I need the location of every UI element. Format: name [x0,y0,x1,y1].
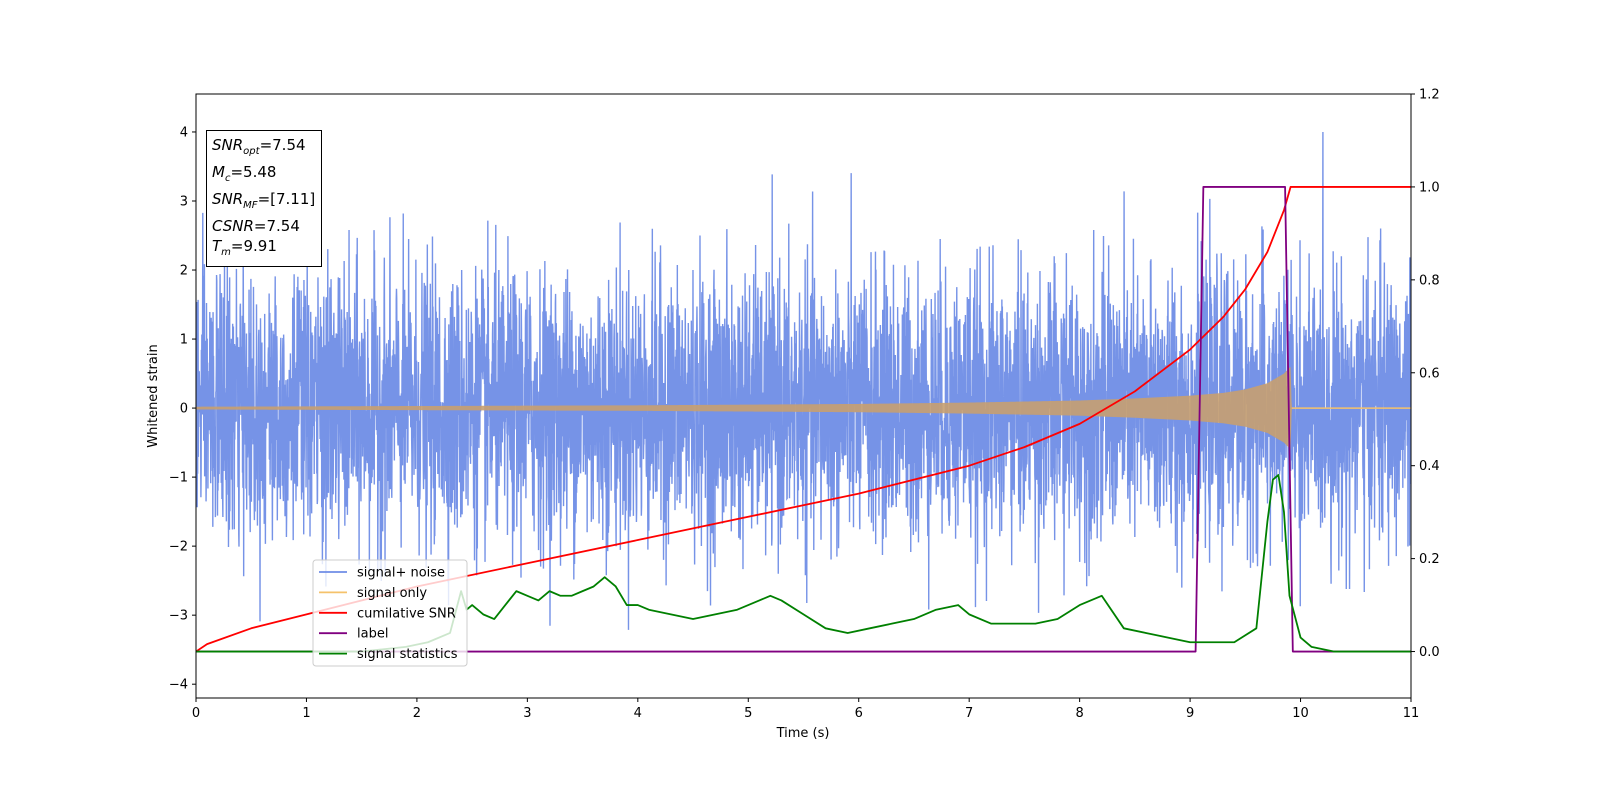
y2-tick: 0.6 [1411,366,1440,381]
annotation-snr-mf: SNRMF=[7.11] [212,190,316,211]
x-tick: 3 [523,698,532,721]
plot-frame [195,93,1412,699]
legend-label: label [357,627,388,642]
x-axis: 0 1 2 3 4 5 6 7 8 9 10 11 [192,698,1419,721]
x-tick-label: 8 [1075,706,1083,721]
annotation-csnr: CSNR=7.54 [212,217,300,235]
y2-tick-label: 1.0 [1419,180,1440,195]
x-tick: 11 [1403,698,1420,721]
x-tick-label: 7 [965,706,973,721]
y2-tick: 0.4 [1411,459,1440,474]
x-tick-label: 4 [634,706,642,721]
legend-entry: signal statistics [319,647,458,662]
legend-entry: cumilative SNR [319,606,456,621]
y-tick-label: −1 [169,471,188,486]
x-tick: 6 [855,698,863,721]
x-tick: 10 [1292,698,1309,721]
y-tick-label: 3 [180,194,188,209]
x-tick-label: 3 [523,706,531,721]
y2-tick: 1.0 [1411,180,1440,195]
x-tick-label: 10 [1292,706,1309,721]
series-label [196,186,1411,653]
x-tick: 1 [302,698,311,721]
x-tick-label: 2 [413,706,421,721]
y-tick-label: 0 [180,402,188,417]
y-tick-label: 2 [180,264,188,279]
x-tick-label: 11 [1403,706,1420,721]
y-tick: 3 [180,194,196,209]
x-tick: 8 [1075,698,1084,721]
annotation-box: SNRopt=7.54 Mc=5.48 SNRMF=[7.11] CSNR=7.… [206,130,323,267]
y-tick: −3 [169,609,196,624]
annotation-mc: Mc=5.48 [212,163,277,184]
y-axis-label: Whitened strain [146,344,161,447]
y2-tick-label: 0.0 [1419,645,1440,660]
y2-tick-label: 1.2 [1419,88,1440,103]
y2-tick: 0.8 [1411,273,1440,288]
y-axis-left: −4 −3 −2 −1 0 1 2 3 4 [169,125,196,693]
y2-tick: 0.2 [1411,552,1440,567]
legend-entry: signal only [319,586,427,601]
y2-tick-label: 0.6 [1419,366,1440,381]
y-axis-right: 0.0 0.2 0.4 0.6 0.8 1.0 1.2 [1411,88,1440,660]
y2-tick-label: 0.8 [1419,273,1440,288]
x-tick: 2 [413,698,421,721]
y-tick: −1 [169,471,196,486]
y-tick-label: 4 [180,125,188,140]
legend-entry: label [319,627,388,642]
y-tick: 0 [180,402,196,417]
x-tick-label: 9 [1186,706,1194,721]
y2-tick-label: 0.4 [1419,459,1440,474]
legend-label: signal+ noise [357,566,445,581]
series-signal-only [196,366,1411,450]
y-tick-label: −4 [169,678,188,693]
y2-tick-label: 0.2 [1419,552,1440,567]
legend-entry: signal+ noise [319,566,445,581]
y2-tick: 0.0 [1411,645,1440,660]
x-tick: 7 [965,698,973,721]
x-tick: 0 [192,698,200,721]
x-tick: 4 [634,698,642,721]
y-tick: 4 [180,125,196,140]
x-tick: 5 [744,698,752,721]
legend: signal+ noise signal only cumilative SNR la… [312,559,468,667]
x-tick-label: 5 [744,706,752,721]
y-tick-label: 1 [180,333,188,348]
series-signal-noise [196,131,1411,630]
y-tick: −2 [169,540,196,555]
x-axis-label: Time (s) [776,726,830,741]
y-tick: −4 [169,678,196,693]
legend-label: signal only [357,586,427,601]
annotation-snr-opt: SNRopt=7.54 [212,136,306,157]
annotation-tm: Tm=9.91 [212,237,277,258]
y-tick-label: −3 [169,609,188,624]
series-signal-statistics [196,474,1411,653]
y-tick: 2 [180,264,196,279]
legend-label: cumilative SNR [357,606,456,621]
legend-frame [312,559,468,667]
x-tick-label: 1 [302,706,310,721]
y-tick-label: −2 [169,540,188,555]
x-tick-label: 6 [855,706,863,721]
legend-label: signal statistics [357,647,458,662]
x-tick-label: 0 [192,706,200,721]
y-tick: 1 [180,333,196,348]
x-tick: 9 [1186,698,1194,721]
y2-tick: 1.2 [1411,88,1440,103]
